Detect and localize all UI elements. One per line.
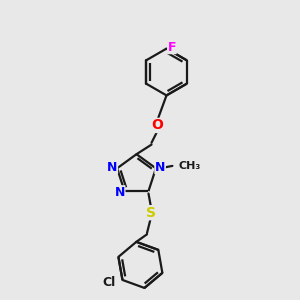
Text: F: F (168, 40, 176, 54)
Text: N: N (155, 160, 165, 174)
Text: Cl: Cl (103, 276, 116, 290)
Text: N: N (115, 186, 125, 199)
Text: O: O (152, 118, 164, 132)
Text: CH₃: CH₃ (179, 161, 201, 171)
Text: N: N (107, 160, 118, 174)
Text: S: S (146, 206, 157, 220)
